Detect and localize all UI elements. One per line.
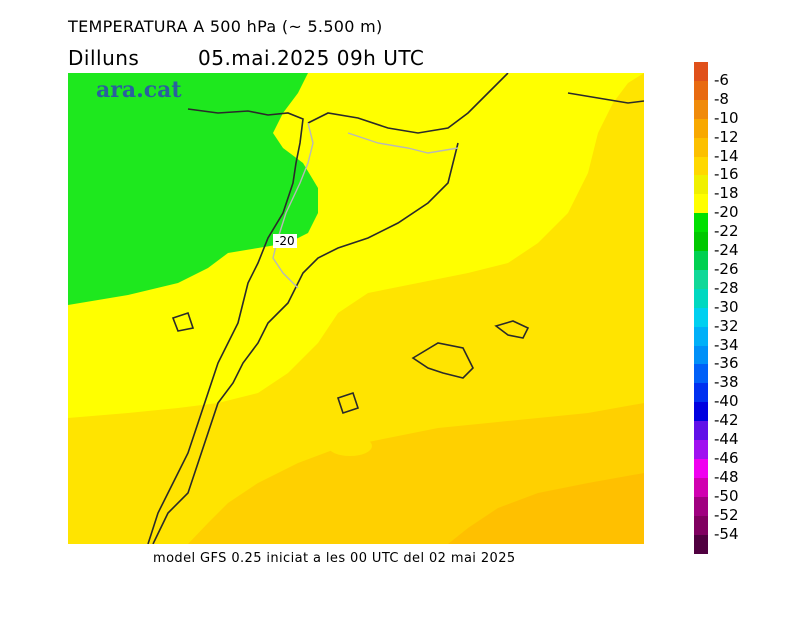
borders (272, 122, 459, 289)
legend-swatch (694, 440, 708, 460)
legend-tick-label: -8 (714, 89, 729, 108)
legend-tick-label: -16 (714, 165, 739, 184)
legend-tick-label: -14 (714, 146, 739, 165)
legend-swatch (694, 251, 708, 271)
legend-tick-label: -40 (714, 392, 739, 411)
legend-swatch (694, 118, 708, 139)
legend-tick-label: -24 (714, 241, 739, 259)
legend-swatch (694, 288, 708, 309)
legend-swatch (694, 232, 708, 252)
chart-title: TEMPERATURA A 500 hPa (~ 5.500 m) (68, 17, 383, 36)
legend-swatch (694, 458, 708, 479)
datetime-label: 05.mai.2025 09h UTC (198, 46, 425, 70)
patch-yellow-south (328, 436, 372, 456)
legend-tick-label: -12 (714, 127, 739, 146)
legend-swatch (694, 534, 708, 554)
legend-swatch (694, 364, 708, 384)
legend-tick-label: -42 (714, 411, 739, 430)
temperature-map: ara.cat -20 (68, 73, 644, 544)
legend-swatch (694, 402, 708, 422)
legend-swatch (694, 62, 708, 82)
legend-swatch (694, 477, 708, 498)
legend-tick-label: -28 (714, 278, 739, 297)
brand-logo: ara.cat (96, 77, 182, 103)
legend-swatch (694, 175, 708, 195)
legend-tick-label: -32 (714, 316, 739, 335)
legend-swatch (694, 307, 708, 328)
legend-tick-label: -44 (714, 430, 739, 448)
legend-swatch (694, 99, 708, 120)
legend-tick-label: -52 (714, 505, 739, 524)
day-label: Dilluns (68, 46, 140, 70)
legend-swatch (694, 269, 708, 290)
legend-tick-label: -46 (714, 448, 739, 467)
legend-tick-label: -6 (714, 70, 729, 89)
model-footer: model GFS 0.25 iniciat a les 00 UTC del … (153, 551, 516, 566)
legend-swatch (694, 80, 708, 101)
legend-tick-label: -26 (714, 259, 739, 278)
legend-tick-label: -18 (714, 184, 739, 203)
legend-swatch (694, 421, 708, 441)
coastlines (147, 73, 644, 544)
legend-swatch (694, 156, 708, 176)
legend-tick-label: -22 (714, 222, 739, 241)
legend-swatch (694, 515, 708, 535)
map-canvas (68, 73, 644, 544)
legend-tick-label: -10 (714, 108, 739, 127)
legend-tick-label: -30 (714, 297, 739, 316)
legend-swatch (694, 213, 708, 233)
region-dark-orange (448, 473, 644, 544)
legend-swatch (694, 496, 708, 517)
legend-swatch (694, 345, 708, 365)
legend-swatch (694, 326, 708, 346)
legend-tick-label: -34 (714, 335, 739, 354)
contour-label: -20 (273, 234, 297, 248)
patch-orange-east (503, 448, 563, 488)
region-green (68, 73, 318, 305)
legend-swatch (694, 383, 708, 403)
legend-swatch (694, 194, 708, 214)
legend-tick-label: -36 (714, 354, 739, 373)
legend-tick-label: -54 (714, 524, 739, 543)
legend-tick-label: -50 (714, 486, 739, 505)
legend-swatch (694, 137, 708, 157)
legend-tick-label: -38 (714, 373, 739, 392)
legend-tick-label: -20 (714, 203, 739, 222)
legend-tick-label: -48 (714, 467, 739, 486)
